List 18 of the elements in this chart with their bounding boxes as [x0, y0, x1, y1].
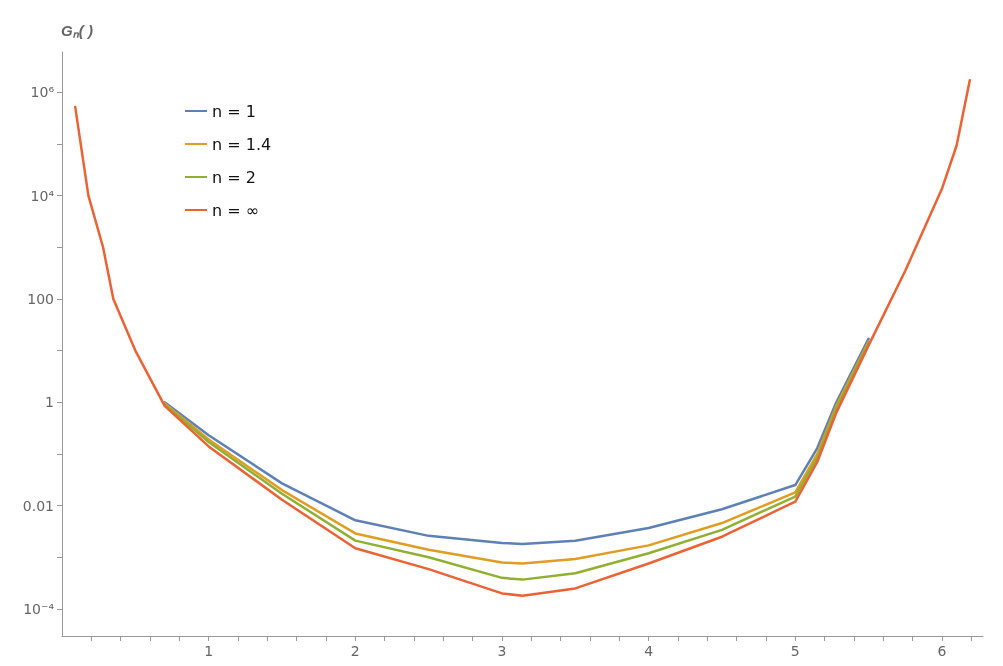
- y-tick-label: 10⁴: [30, 187, 55, 204]
- y-tick-label: 10⁶: [30, 84, 55, 101]
- x-tick-label: 2: [350, 643, 360, 659]
- x-tick-label: 1: [204, 643, 214, 659]
- legend-label: n = ∞: [212, 200, 260, 220]
- y-tick-label: 0.01: [22, 497, 54, 514]
- y-tick-label: 1: [45, 394, 54, 411]
- legend-label: n = 1: [212, 101, 256, 121]
- x-tick-label: 3: [497, 643, 507, 659]
- line-series: [73, 79, 972, 598]
- y-axis-title: Gₙ( ): [61, 22, 93, 39]
- legend-label: n = 2: [212, 167, 256, 187]
- x-tick-label: 5: [790, 643, 800, 659]
- x-tick-label: 4: [644, 643, 654, 659]
- legend-label: n = 1.4: [212, 134, 272, 154]
- y-tick-label: 100: [27, 290, 54, 307]
- y-tick-label: 10⁻⁴: [23, 600, 55, 617]
- x-tick-label: 6: [937, 643, 947, 659]
